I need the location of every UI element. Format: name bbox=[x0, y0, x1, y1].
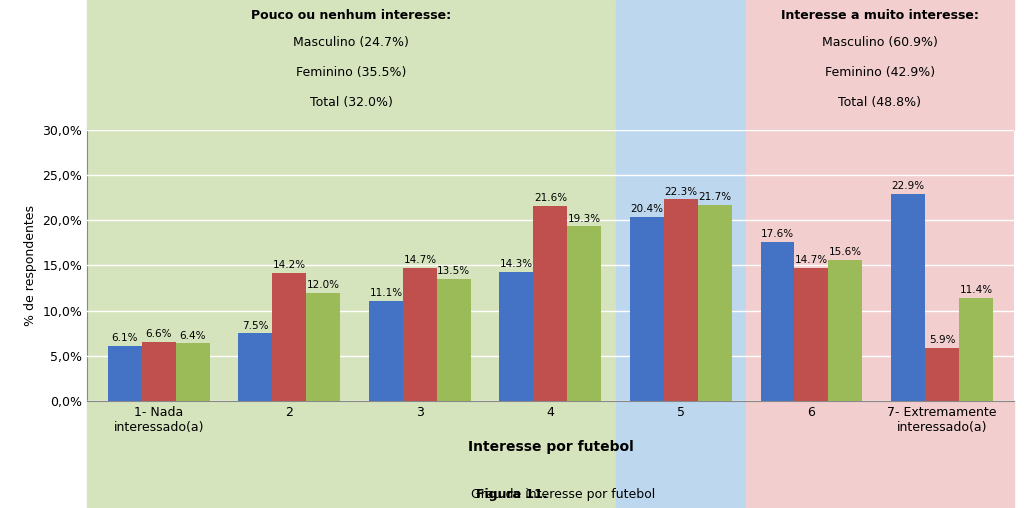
Bar bbox=[925, 348, 958, 401]
Text: 11.1%: 11.1% bbox=[370, 288, 402, 298]
Bar bbox=[567, 227, 601, 401]
Text: 6.6%: 6.6% bbox=[145, 329, 172, 339]
Bar bbox=[437, 279, 471, 401]
Text: 14.2%: 14.2% bbox=[272, 260, 306, 270]
Text: 14.7%: 14.7% bbox=[795, 256, 828, 265]
Text: 19.3%: 19.3% bbox=[567, 214, 601, 224]
Bar bbox=[500, 272, 534, 401]
Text: 17.6%: 17.6% bbox=[761, 229, 794, 239]
Bar bbox=[402, 268, 437, 401]
Bar bbox=[746, 130, 1014, 401]
Text: 15.6%: 15.6% bbox=[828, 247, 862, 257]
Text: 5.9%: 5.9% bbox=[929, 335, 955, 345]
Text: 7.5%: 7.5% bbox=[242, 321, 268, 331]
Text: 22.9%: 22.9% bbox=[892, 181, 925, 191]
Y-axis label: % de respondentes: % de respondentes bbox=[24, 205, 37, 326]
Bar bbox=[534, 206, 567, 401]
Bar bbox=[615, 130, 746, 401]
Bar bbox=[630, 216, 664, 401]
Text: Interesse a muito interesse:: Interesse a muito interesse: bbox=[781, 9, 979, 22]
Text: 20.4%: 20.4% bbox=[631, 204, 664, 214]
Text: Figura 11.: Figura 11. bbox=[476, 488, 548, 501]
X-axis label: Interesse por futebol: Interesse por futebol bbox=[468, 440, 633, 454]
Bar bbox=[795, 268, 828, 401]
Text: Total (32.0%): Total (32.0%) bbox=[310, 96, 393, 109]
Bar bbox=[698, 205, 732, 401]
Text: Grau de interesse por futebol: Grau de interesse por futebol bbox=[467, 488, 655, 501]
Text: 11.4%: 11.4% bbox=[959, 285, 992, 295]
Text: 21.6%: 21.6% bbox=[534, 193, 567, 203]
Text: Total (48.8%): Total (48.8%) bbox=[839, 96, 922, 109]
Text: 13.5%: 13.5% bbox=[437, 266, 470, 276]
Text: 22.3%: 22.3% bbox=[665, 186, 697, 197]
Text: 14.3%: 14.3% bbox=[500, 259, 534, 269]
Bar bbox=[272, 273, 306, 401]
Text: 14.7%: 14.7% bbox=[403, 256, 436, 265]
Bar bbox=[958, 298, 993, 401]
Bar bbox=[176, 343, 210, 401]
Bar bbox=[306, 293, 340, 401]
Text: Feminino (35.5%): Feminino (35.5%) bbox=[296, 66, 407, 79]
Text: 21.7%: 21.7% bbox=[698, 192, 731, 202]
Text: 6.1%: 6.1% bbox=[112, 333, 138, 343]
Text: Pouco ou nenhum interesse:: Pouco ou nenhum interesse: bbox=[251, 9, 452, 22]
Bar bbox=[239, 333, 272, 401]
Bar bbox=[108, 346, 142, 401]
Bar bbox=[828, 260, 862, 401]
Bar bbox=[142, 341, 176, 401]
Text: Masculino (60.9%): Masculino (60.9%) bbox=[822, 36, 938, 49]
Bar bbox=[664, 199, 698, 401]
Text: 6.4%: 6.4% bbox=[179, 331, 206, 341]
Text: Feminino (42.9%): Feminino (42.9%) bbox=[825, 66, 935, 79]
Text: Masculino (24.7%): Masculino (24.7%) bbox=[294, 36, 410, 49]
Bar bbox=[369, 301, 402, 401]
Text: 12.0%: 12.0% bbox=[307, 280, 340, 290]
Bar bbox=[891, 194, 925, 401]
Bar bbox=[87, 130, 615, 401]
Bar bbox=[761, 242, 795, 401]
